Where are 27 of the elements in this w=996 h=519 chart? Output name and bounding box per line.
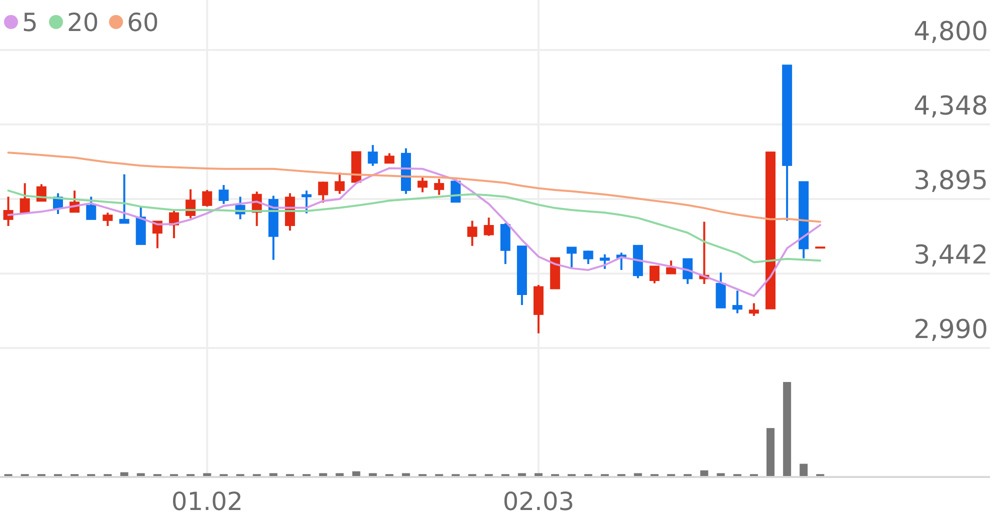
legend-label: 20 bbox=[67, 8, 99, 37]
bar bbox=[716, 473, 725, 476]
x-tick-label: 02.03 bbox=[502, 487, 574, 516]
bar bbox=[783, 382, 792, 476]
bar bbox=[634, 473, 642, 476]
bar bbox=[136, 473, 145, 476]
legend-label: 60 bbox=[127, 8, 159, 37]
bar bbox=[203, 473, 212, 476]
bar bbox=[368, 473, 377, 476]
y-tick-label: 4,348 bbox=[914, 91, 988, 122]
legend-label: 5 bbox=[22, 8, 38, 37]
bar bbox=[766, 428, 775, 476]
bar bbox=[402, 473, 410, 476]
y-tick-label: 4,800 bbox=[914, 17, 988, 47]
bar bbox=[352, 471, 360, 476]
bar bbox=[336, 473, 344, 476]
x-tick-label: 01.02 bbox=[171, 487, 243, 516]
bar bbox=[269, 473, 278, 476]
bar bbox=[518, 473, 526, 476]
bar bbox=[120, 472, 128, 476]
y-tick-label: 2,990 bbox=[914, 315, 988, 345]
y-tick-label: 3,442 bbox=[914, 240, 988, 271]
bar bbox=[319, 473, 328, 476]
y-tick-label: 3,895 bbox=[914, 166, 988, 196]
bar bbox=[800, 464, 808, 476]
bar bbox=[534, 473, 543, 476]
bar bbox=[700, 470, 708, 476]
